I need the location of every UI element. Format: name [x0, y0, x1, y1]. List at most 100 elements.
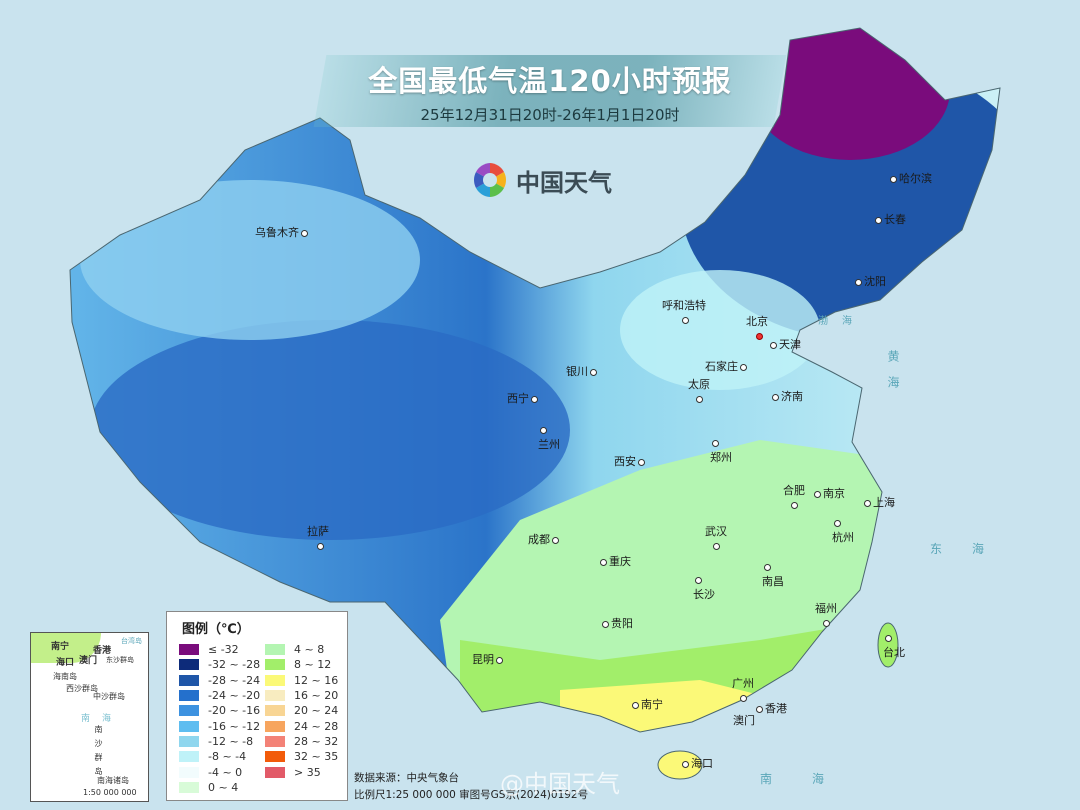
inset-label: 南沙群岛	[94, 725, 103, 781]
legend-swatch	[179, 659, 199, 671]
inset-title: 南海诸岛	[97, 776, 129, 785]
legend-swatch	[179, 781, 199, 793]
city-label: 武汉	[705, 523, 727, 552]
legend-item: 20 ~ 24	[265, 703, 338, 718]
city-label: 济南	[770, 388, 803, 404]
data-source: 数据来源：中央气象台	[354, 772, 459, 784]
city-label: 郑州	[710, 436, 732, 465]
legend-swatch	[179, 766, 199, 778]
legend-item: -12 ~ -8	[179, 734, 260, 749]
south-china-sea-inset: 南宁 海口 澳门 香港 东沙群岛 海南岛 西沙群岛 中沙群岛 南海 南沙群岛 台…	[30, 632, 149, 802]
forecast-period: 25年12月31日20时-26年1月1日20时	[420, 106, 680, 124]
city-label: 福州	[815, 600, 837, 629]
sea-label: 东海	[930, 542, 1015, 556]
legend-item: -28 ~ -24	[179, 673, 260, 688]
legend-item: -20 ~ -16	[179, 703, 260, 718]
watermark: @中国天气	[500, 770, 620, 798]
inset-label: 西沙群岛	[66, 684, 98, 693]
legend-swatch	[265, 766, 285, 778]
city-label: 南昌	[762, 560, 784, 589]
inset-label: 海南岛	[53, 672, 77, 681]
city-label: 昆明	[472, 651, 505, 667]
inset-label: 澳门	[79, 656, 98, 666]
inset-label: 南海	[81, 714, 124, 724]
legend-item: ≤ -32	[179, 642, 260, 657]
logo: 中国天气	[470, 160, 612, 200]
legend-item: 16 ~ 20	[265, 688, 338, 703]
legend-swatch	[179, 720, 199, 732]
inset-label: 南宁	[51, 642, 70, 652]
legend-item: 12 ~ 16	[265, 673, 338, 688]
city-label: 长沙	[693, 573, 715, 602]
legend-swatch	[179, 690, 199, 702]
inset-label: 台湾岛	[121, 637, 142, 645]
legend-label: 12 ~ 16	[294, 673, 339, 687]
scale-note: 比例尺1:25 000 000 审图号GS京(2024)0192号	[354, 789, 589, 801]
legend-swatch	[179, 674, 199, 686]
legend-label: -16 ~ -12	[208, 719, 261, 733]
sea-label: 南海	[760, 772, 865, 786]
hainan-island	[657, 750, 703, 780]
legend-item: 4 ~ 8	[265, 642, 338, 657]
legend: 图例（℃） ≤ -32 -32 ~ -28 -28 ~ -24 -24 ~ -20 -2…	[166, 611, 348, 801]
city-label: 太原	[688, 376, 710, 405]
legend-column: ≤ -32 -32 ~ -28 -28 ~ -24 -24 ~ -20 -20 ~ -1…	[179, 642, 260, 795]
city-label: 杭州	[832, 516, 854, 545]
legend-label: 20 ~ 24	[294, 704, 339, 718]
legend-item: 8 ~ 12	[265, 657, 338, 672]
legend-item: -32 ~ -28	[179, 657, 260, 672]
legend-swatch	[265, 735, 285, 747]
legend-swatch	[179, 644, 199, 656]
city-label: 重庆	[598, 553, 631, 569]
city-label: 上海	[862, 494, 895, 510]
legend-item: 0 ~ 4	[179, 780, 260, 795]
city-label: 乌鲁木齐	[255, 224, 310, 240]
sea-label: 渤海	[818, 316, 866, 327]
legend-swatch	[179, 705, 199, 717]
legend-label: -28 ~ -24	[208, 673, 261, 687]
legend-swatch	[265, 659, 285, 671]
legend-label: -24 ~ -20	[208, 689, 261, 703]
city-label: 拉萨	[307, 523, 329, 552]
inset-label: 香港	[93, 646, 112, 656]
legend-item: -4 ~ 0	[179, 764, 260, 779]
city-label: 合肥	[783, 482, 805, 511]
city-label: 台北	[883, 631, 905, 660]
city-label: 哈尔滨	[888, 170, 932, 186]
city-label: 西宁	[507, 390, 540, 406]
legend-swatch	[265, 705, 285, 717]
city-label-capital: 北京	[746, 313, 768, 342]
city-label: 兰州	[538, 423, 560, 452]
legend-item: 28 ~ 32	[265, 734, 338, 749]
source-info: 数据来源：中央气象台 比例尺1:25 000 000 审图号GS京(2024)0…	[354, 770, 588, 804]
legend-label: 32 ~ 35	[294, 750, 339, 764]
legend-item: -24 ~ -20	[179, 688, 260, 703]
legend-label: 0 ~ 4	[208, 780, 239, 794]
city-label: 香港	[754, 700, 787, 716]
inset-label: 海口	[56, 658, 75, 668]
city-label: 南京	[812, 485, 845, 501]
city-label: 银川	[566, 363, 599, 379]
city-label: 呼和浩特	[662, 297, 706, 326]
tibet-cold-zone	[90, 320, 570, 540]
city-label: 南宁	[630, 696, 663, 712]
city-label: 石家庄	[705, 358, 749, 374]
legend-swatch	[265, 720, 285, 732]
legend-label: ≤ -32	[208, 643, 239, 657]
pinwheel-icon	[474, 163, 506, 197]
city-label: 西安	[614, 453, 647, 469]
legend-item: -16 ~ -12	[179, 718, 260, 733]
legend-item: > 35	[265, 764, 338, 779]
city-label: 天津	[768, 336, 801, 352]
city-label: 沈阳	[853, 273, 886, 289]
legend-label: > 35	[294, 765, 321, 779]
city-label: 澳门	[733, 714, 755, 727]
legend-label: 16 ~ 20	[294, 689, 339, 703]
legend-label: -20 ~ -16	[208, 704, 261, 718]
legend-item: 24 ~ 28	[265, 718, 338, 733]
legend-swatch	[179, 735, 199, 747]
sea-label: 黄海	[886, 350, 900, 402]
legend-label: -8 ~ -4	[208, 750, 247, 764]
